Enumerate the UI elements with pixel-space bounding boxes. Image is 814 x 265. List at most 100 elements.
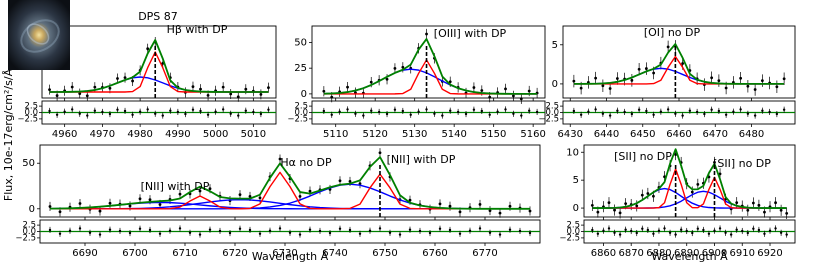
residual-point <box>268 229 272 232</box>
x-tick-label: 6760 <box>422 248 447 259</box>
residual-point <box>681 114 684 117</box>
data-point <box>116 77 119 80</box>
residual-point <box>214 110 217 113</box>
x-tick-label: 6910 <box>730 248 755 259</box>
model-curve <box>323 38 538 95</box>
residual-y-tick-label: 2.5 <box>22 221 36 231</box>
residual-point <box>237 114 240 117</box>
data-point <box>146 47 150 51</box>
x-tick-label: 6470 <box>703 129 728 140</box>
residual-point <box>768 110 771 114</box>
residual-point <box>724 231 727 234</box>
residual-point <box>763 232 766 235</box>
residual-point <box>78 227 82 230</box>
residual-point <box>703 112 706 116</box>
data-point <box>690 190 694 194</box>
annotation: Hβ with DP <box>167 23 228 36</box>
data-point <box>128 204 132 208</box>
residual-point <box>645 109 648 113</box>
y-tick-label: 0 <box>29 204 35 215</box>
residual-point <box>535 110 539 114</box>
residual-point <box>86 114 89 117</box>
residual-point <box>623 110 626 114</box>
residual-point <box>746 231 750 235</box>
residual-point <box>252 110 255 114</box>
x-tick-label: 6880 <box>646 248 671 259</box>
data-point <box>504 87 507 91</box>
model-curve <box>573 43 785 85</box>
main-panel-frame <box>583 144 796 218</box>
data-point <box>601 84 605 88</box>
residual-point <box>248 228 252 232</box>
data-point <box>85 94 89 98</box>
y-axis-label: Flux, 10e-17erg/cm²/s/Å <box>2 68 15 201</box>
data-point <box>527 89 531 93</box>
data-point <box>635 204 639 208</box>
residual-point <box>464 112 468 116</box>
x-axis-label: Wavelength Å <box>252 250 329 263</box>
data-point <box>438 202 442 206</box>
residual-point <box>308 228 312 231</box>
data-point <box>681 62 685 65</box>
data-point <box>590 203 594 207</box>
data-point <box>131 79 134 83</box>
residual-point <box>98 233 102 236</box>
residual-point <box>652 113 655 117</box>
residual-point <box>63 110 66 113</box>
x-tick-label: 5000 <box>203 129 228 140</box>
annotation: [NII] with DP <box>387 153 456 166</box>
main-panel-frame <box>39 144 541 218</box>
residual-point <box>93 109 97 112</box>
residual-point <box>512 112 515 115</box>
residual-y-tick-label: 2.5 <box>294 102 308 112</box>
data-point <box>178 192 182 196</box>
residual-point <box>596 232 600 235</box>
model-curve <box>49 156 530 210</box>
x-tick-label: 6700 <box>122 248 147 259</box>
data-point <box>408 198 412 202</box>
residual-point <box>178 227 182 230</box>
data-point <box>267 86 270 89</box>
data-point <box>785 212 789 215</box>
data-point <box>108 201 112 205</box>
residual-y-tick-label: 2.5 <box>566 221 580 231</box>
residual-point <box>354 112 357 115</box>
residual-point <box>328 231 332 235</box>
y-tick-label: 50 <box>22 158 35 169</box>
residual-point <box>579 113 583 117</box>
residual-point <box>496 110 499 113</box>
residual-point <box>488 231 492 234</box>
model-curve <box>592 148 787 209</box>
x-tick-label: 6710 <box>172 248 197 259</box>
residual-point <box>48 109 51 113</box>
data-point <box>751 201 755 205</box>
residual-point <box>377 110 381 114</box>
residual-y-tick-label: 0.0 <box>294 108 308 118</box>
galaxy-arm <box>26 23 50 45</box>
residual-point <box>456 110 460 114</box>
residual-point <box>718 227 722 230</box>
data-point <box>528 209 532 213</box>
data-point <box>498 211 502 215</box>
residual-point <box>425 108 428 111</box>
residual-point <box>629 229 633 233</box>
x-tick-label: 6920 <box>757 248 782 259</box>
x-tick-label: 6740 <box>322 248 347 259</box>
residual-y-tick-label: 2.5 <box>545 102 559 112</box>
y-tick-label: 50 <box>294 37 307 48</box>
data-point <box>448 204 452 208</box>
residual-point <box>218 229 222 233</box>
residual-point <box>191 108 195 111</box>
residual-point <box>161 114 164 117</box>
residual-point <box>587 110 590 113</box>
residual-point <box>154 112 157 115</box>
data-point <box>746 84 750 88</box>
data-point <box>55 94 59 97</box>
data-point <box>478 203 482 206</box>
data-point <box>206 94 210 97</box>
residual-point <box>398 233 402 236</box>
residual-point <box>278 227 282 230</box>
residual-point <box>448 228 452 232</box>
